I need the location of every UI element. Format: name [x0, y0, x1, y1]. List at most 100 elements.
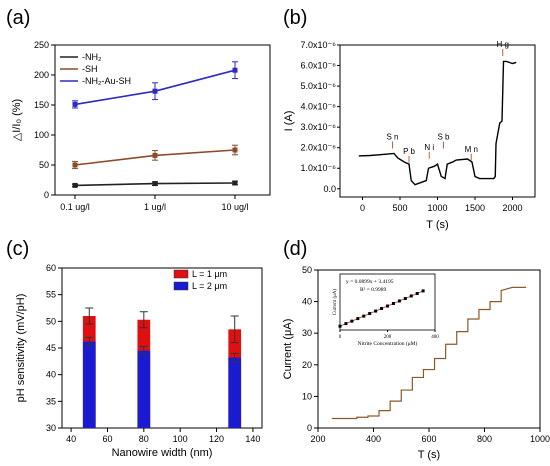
y-tick-label: 35: [46, 396, 56, 406]
x-tick-label: 1000: [530, 434, 550, 444]
inset-x-tick-label: 400: [431, 335, 439, 340]
panel-b: (b) 0.0 1.0x10⁻⁶ 2.0x10⁻⁶ 3.0x10⁻⁶ 4.0x10⁻⁶ 5.…: [283, 7, 536, 231]
data-point: [232, 147, 238, 153]
inset-x-label: Nitrite Concentration (μM): [358, 340, 418, 347]
y-tick-label: 40: [46, 370, 56, 380]
inset-point: [374, 309, 378, 313]
data-point: [232, 180, 238, 186]
y-axis-label: △I/I₀ (%): [11, 99, 23, 141]
legend-entry: -NH₂: [82, 52, 102, 62]
y-tick-label: 60: [46, 263, 56, 273]
panel-label: (a): [6, 7, 30, 29]
y-tick-label: 200: [34, 70, 49, 80]
x-tick-label: 10 ug/l: [221, 202, 248, 212]
y-tick-label: 5.0x10⁻⁶: [301, 81, 337, 91]
data-point: [232, 67, 238, 73]
current-trace: [358, 60, 517, 186]
data-point: [152, 152, 158, 158]
legend-entry: L = 2 μm: [192, 281, 227, 291]
y-axis-label: pH sensitivity (mV/pH): [15, 294, 27, 403]
y-tick-label: 250: [34, 40, 49, 50]
inset-point: [368, 312, 372, 316]
inset-point: [362, 314, 366, 318]
x-tick-label: 800: [477, 434, 492, 444]
y-tick-label: 4.0x10⁻⁶: [301, 102, 337, 112]
x-tick-label: 120: [209, 434, 224, 444]
data-point: [72, 162, 78, 168]
metal-annotation: N i: [424, 143, 434, 152]
inset-point: [403, 297, 407, 301]
y-tick-label: 10: [302, 391, 312, 401]
y-tick-label: 0: [307, 423, 312, 433]
x-tick-label: 40: [66, 434, 76, 444]
metal-annotation: S n: [386, 132, 398, 141]
metal-annotation: S b: [437, 132, 450, 141]
y-tick-label: 50: [302, 265, 312, 275]
bar-l2: [228, 357, 242, 428]
inset-point: [397, 299, 401, 303]
bar-l2: [82, 341, 96, 428]
y-tick-label: 50: [39, 160, 49, 170]
y-tick-label: 40: [302, 297, 312, 307]
x-tick-label: 200: [310, 434, 325, 444]
plot-frame: [339, 44, 536, 198]
data-point: [72, 101, 78, 107]
x-axis-label: T (s): [426, 219, 448, 231]
x-axis-label: T (s): [418, 449, 440, 461]
x-tick-label: 1 ug/l: [144, 202, 166, 212]
staircase-trace: [331, 286, 527, 420]
inset-point: [380, 306, 384, 310]
inset-r2: R² = 0.9989: [360, 287, 387, 293]
x-tick-label: 60: [102, 434, 112, 444]
x-axis-label: Nanowire width (nm): [112, 447, 213, 459]
y-tick-label: 0.0: [323, 184, 336, 194]
x-tick-label: 0.1 ug/l: [60, 202, 90, 212]
x-tick-label: 0: [360, 203, 365, 213]
legend-entry: -NH₂-Au-SH: [82, 76, 131, 86]
inset-point: [350, 319, 354, 323]
y-tick-label: 7.0x10⁻⁶: [301, 40, 337, 50]
inset-equation: y = 0.0899x + 3.4195: [346, 279, 394, 285]
inset-point: [338, 324, 342, 328]
x-tick-label: 500: [392, 203, 407, 213]
plot-frame: [54, 44, 271, 196]
inset-y-label: Current (μA): [333, 289, 338, 315]
y-tick-label: 100: [34, 130, 49, 140]
inset-point: [356, 317, 360, 321]
y-tick-label: 55: [46, 290, 56, 300]
y-axis-label: Current (μA): [282, 319, 294, 380]
bar-l2: [137, 350, 151, 428]
y-tick-label: 3.0x10⁻⁶: [301, 122, 337, 132]
inset-point: [409, 294, 413, 298]
inset-point: [421, 289, 425, 293]
y-tick-label: 20: [302, 360, 312, 370]
panel-label: (b): [283, 7, 307, 29]
panel-label: (d): [283, 238, 307, 260]
data-point: [152, 88, 158, 94]
metal-annotation: P b: [403, 147, 415, 156]
inset-point: [391, 301, 395, 305]
x-tick-label: 140: [245, 434, 260, 444]
panel-c: (c) 30 35 40 45 50 55 60 40 60 80 100 120 140 Nanowire…: [6, 238, 263, 459]
inset-frame: [339, 273, 436, 331]
metal-annotation: H g: [497, 40, 509, 49]
x-tick-label: 80: [139, 434, 149, 444]
inset-x-tick-label: 200: [384, 335, 392, 340]
data-point: [152, 181, 158, 187]
panel-d: (d) 0 10 20 30 40 50 200 400 600 800 1000 T (s) Curre…: [282, 238, 550, 461]
x-tick-label: 2000: [502, 203, 522, 213]
y-tick-label: 50: [46, 316, 56, 326]
y-tick-label: 6.0x10⁻⁶: [301, 61, 337, 71]
inset-point: [386, 304, 389, 308]
inset-point: [415, 291, 419, 295]
x-tick-label: 600: [421, 434, 436, 444]
y-axis-label: I (A): [283, 111, 295, 132]
legend-entry: L = 1 μm: [192, 269, 227, 279]
y-tick-label: 45: [46, 343, 56, 353]
data-point: [72, 182, 78, 188]
y-tick-label: 30: [46, 423, 56, 433]
panel-a: (a) 0 50 100 150 200 250 0.1 ug/l 1 ug/l 10 ug/l △…: [6, 7, 271, 212]
inset: 0 200 400 y = 0.0899x + 3.4195 R² = 0.9989 Ni…: [333, 273, 439, 347]
y-tick-label: 1.0x10⁻⁶: [301, 163, 337, 173]
